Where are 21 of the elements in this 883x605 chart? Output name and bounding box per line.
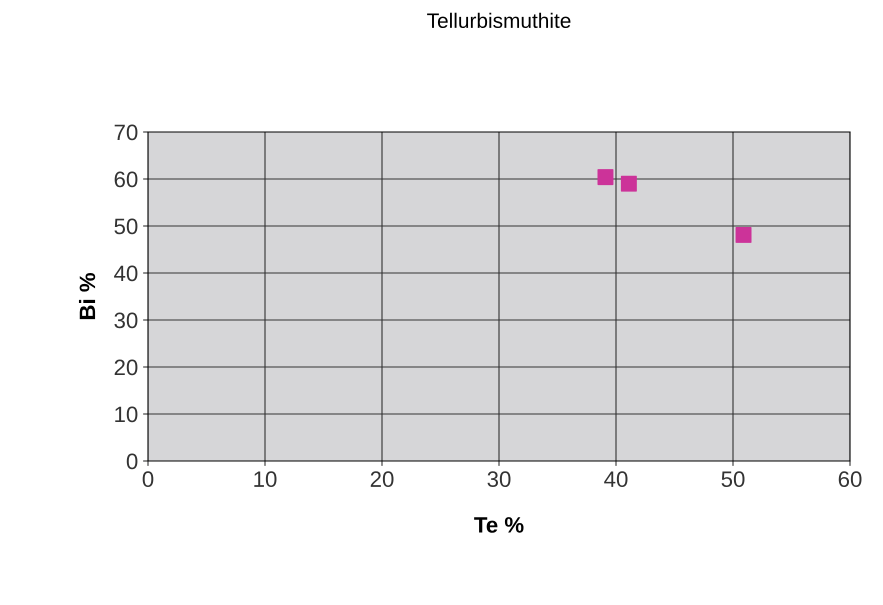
- x-tick-label: 20: [370, 471, 394, 488]
- x-tick-label: 30: [487, 471, 510, 488]
- y-axis-title: Bi %: [78, 273, 96, 320]
- y-tick-label: 10: [115, 406, 138, 422]
- y-tick-label: 30: [114, 312, 138, 328]
- x-tick-label: 60: [838, 471, 862, 488]
- x-tick-label: 40: [604, 471, 628, 488]
- point: [736, 226, 752, 243]
- x-tick-label: 10: [254, 471, 276, 488]
- x-axis-title: Te %: [474, 517, 524, 533]
- y-tick-label: 70: [114, 124, 138, 140]
- y-tick-label: 0: [126, 454, 138, 470]
- point: [620, 176, 637, 192]
- y-tick-label: 20: [114, 360, 138, 376]
- x-tick-label: 0: [142, 471, 154, 488]
- y-tick-label: 50: [114, 218, 138, 234]
- x-tick-label: 50: [722, 471, 744, 488]
- y-tick-label: 40: [114, 266, 138, 282]
- chart-title: Tellurbismuthite: [427, 12, 570, 28]
- point: [597, 169, 614, 186]
- y-tick-label: 60: [114, 172, 138, 188]
